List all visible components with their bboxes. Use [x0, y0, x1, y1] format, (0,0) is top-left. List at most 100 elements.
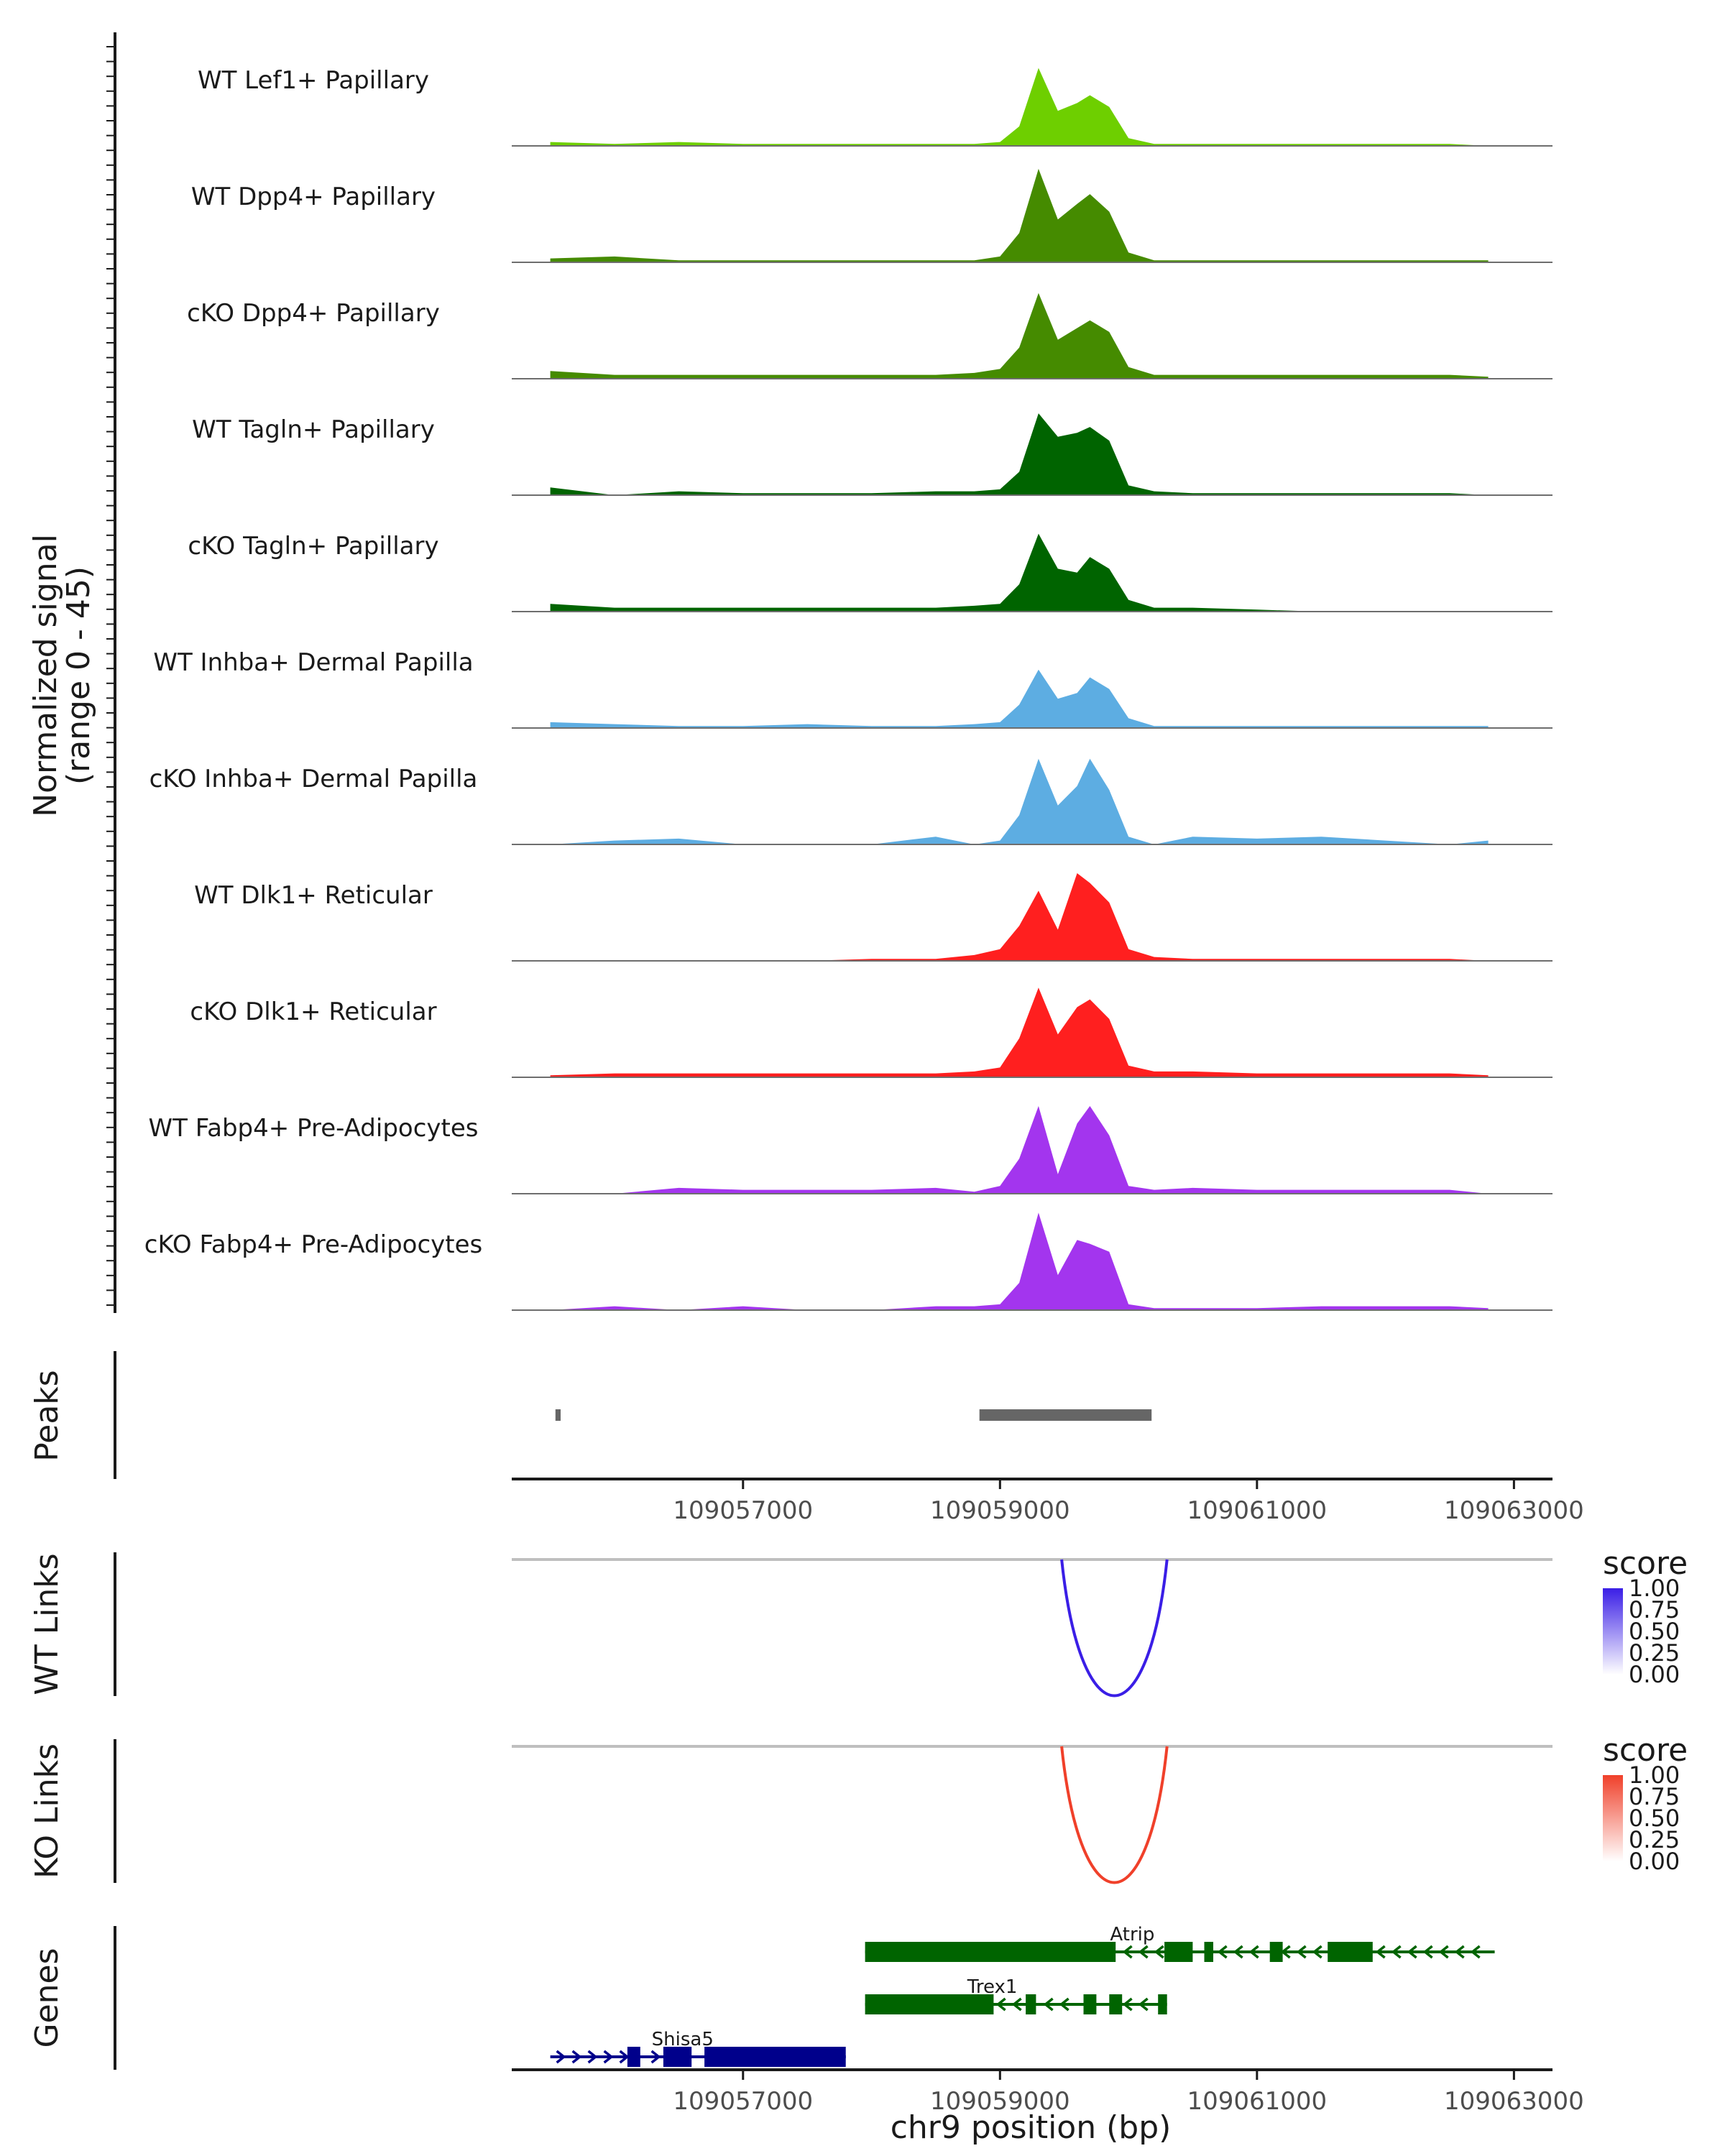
strand-arrow [1043, 1997, 1054, 2012]
strand-arrow [1233, 1945, 1243, 1959]
coverage-area [550, 533, 1489, 612]
legend-tick-label: 0.00 [1629, 1661, 1680, 1688]
coverage-area [550, 987, 1489, 1077]
legend-tick-label: 0.50 [1629, 1805, 1680, 1832]
gene-exon [1109, 1994, 1123, 2014]
gene-exon [1204, 1942, 1213, 1962]
links-label: WT Links [29, 1553, 65, 1695]
strand-arrow [556, 2050, 566, 2064]
coverage-track: WT Inhba+ Dermal Papilla [153, 648, 1552, 729]
coverage-area [550, 873, 1489, 961]
strand-arrow [1011, 1997, 1022, 2012]
legend-tick-label: 0.25 [1629, 1826, 1680, 1853]
track-label: cKO Fabp4+ Pre-Adipocytes [144, 1230, 483, 1259]
x-axis-title: chr9 position (bp) [891, 2109, 1172, 2146]
genes-x-axis-tick-label: 109057000 [673, 2087, 813, 2116]
legend-colorbar [1603, 1775, 1623, 1861]
strand-arrow [1217, 1945, 1228, 1959]
gene-exon [1158, 1994, 1167, 2014]
gene-exon [865, 1994, 994, 2014]
strand-arrow [587, 2050, 598, 2064]
coverage-track: WT Fabp4+ Pre-Adipocytes [149, 1106, 1552, 1194]
strand-arrow [1391, 1945, 1402, 1959]
coverage-area [550, 1106, 1489, 1194]
strand-arrow [619, 2050, 630, 2064]
coverage-track: cKO Dlk1+ Reticular [190, 987, 1552, 1078]
gene-exon [1164, 1942, 1193, 1962]
strand-arrow [1138, 1997, 1149, 2012]
track-label: WT Dpp4+ Papillary [191, 183, 436, 211]
strand-arrow [995, 1997, 1006, 2012]
track-label: cKO Dpp4+ Papillary [187, 299, 440, 328]
gene-name: Shisa5 [652, 2029, 714, 2050]
gene: Trex1 [865, 1976, 1167, 2014]
gene-exon [1083, 1994, 1097, 2014]
strand-arrow [1312, 1945, 1322, 1959]
y-axis-label-line2: (range 0 - 45) [60, 566, 97, 785]
peaks-x-axis-tick-label: 109061000 [1187, 1496, 1327, 1525]
gene: Atrip [865, 1924, 1495, 1962]
track-label: WT Dlk1+ Reticular [194, 881, 433, 910]
coverage-tracks: WT Lef1+ Papillary WT Dpp4+ Papillary cKO … [144, 66, 1552, 1311]
coverage-area [550, 68, 1489, 146]
track-label: WT Lef1+ Papillary [198, 66, 429, 95]
track-label: WT Tagln+ Papillary [192, 415, 435, 444]
gene-exon [704, 2047, 846, 2067]
gene-exon [1328, 1942, 1373, 1962]
gene-exon [1026, 1994, 1036, 2014]
coverage-track: cKO Tagln+ Papillary [188, 532, 1552, 612]
coverage-area [550, 413, 1489, 495]
coverage-track: cKO Fabp4+ Pre-Adipocytes [144, 1212, 1552, 1311]
y-axis-label: Normalized signal(range 0 - 45) [27, 534, 97, 817]
gene-name: Atrip [1110, 1924, 1154, 1945]
genes-track: Genes Atrip Trex1 Shisa5 [29, 1924, 1495, 2070]
peaks-x-axis-tick-label: 109063000 [1444, 1496, 1584, 1525]
coverage-track: WT Tagln+ Papillary [192, 413, 1552, 496]
track-label: cKO Tagln+ Papillary [188, 532, 438, 561]
genes-x-axis-tick-label: 109063000 [1444, 2087, 1584, 2116]
coverage-area [550, 168, 1489, 262]
gene: Shisa5 [550, 2029, 846, 2067]
strand-arrow [571, 2050, 582, 2064]
strand-arrow [1407, 1945, 1417, 1959]
strand-arrow [1470, 1945, 1481, 1959]
peaks-x-axis-tick-label: 109057000 [673, 1496, 813, 1525]
coverage-area [550, 669, 1489, 728]
peak-region [979, 1409, 1152, 1421]
axes: Normalized signal(range 0 - 45) 109057000… [27, 32, 1584, 2146]
legend-title: score [1603, 1545, 1688, 1582]
coverage-track: cKO Inhba+ Dermal Papilla [150, 758, 1552, 845]
gene-exon [627, 2047, 640, 2067]
strand-arrow [1059, 1997, 1070, 2012]
strand-arrow [1438, 1945, 1449, 1959]
strand-arrow [1154, 1945, 1164, 1959]
coverage-track: cKO Dpp4+ Papillary [187, 292, 1552, 379]
track-label: WT Inhba+ Dermal Papilla [153, 648, 473, 677]
links-label: KO Links [29, 1743, 65, 1879]
coverage-area [550, 758, 1489, 844]
strand-arrow [1454, 1945, 1465, 1959]
legend-tick-label: 0.75 [1629, 1596, 1680, 1623]
peaks-track: Peaks [29, 1351, 1152, 1479]
gene-exon [865, 1942, 1116, 1962]
gene-exon [1269, 1942, 1283, 1962]
legend-tick-label: 0.25 [1629, 1639, 1680, 1667]
peaks-x-axis-tick-label: 109059000 [930, 1496, 1070, 1525]
legend-tick-label: 1.00 [1629, 1575, 1680, 1602]
legend-title: score [1603, 1732, 1688, 1769]
strand-arrow [1375, 1945, 1386, 1959]
coverage-track: WT Dpp4+ Papillary [191, 168, 1552, 263]
strand-arrow [650, 2050, 661, 2064]
coverage-track: WT Dlk1+ Reticular [194, 873, 1552, 962]
link-arc [1060, 1746, 1169, 1884]
genes-label: Genes [29, 1948, 65, 2047]
strand-arrow [1248, 1945, 1259, 1959]
strand-arrow [603, 2050, 614, 2064]
strand-arrow [1122, 1945, 1133, 1959]
legend-tick-label: 0.75 [1629, 1783, 1680, 1810]
strand-arrow [1296, 1945, 1307, 1959]
